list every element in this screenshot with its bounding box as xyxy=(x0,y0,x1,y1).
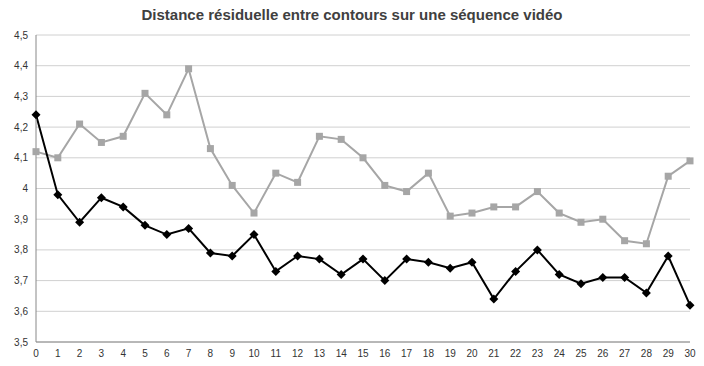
svg-text:6: 6 xyxy=(164,348,170,359)
svg-text:3: 3 xyxy=(99,348,105,359)
svg-text:7: 7 xyxy=(186,348,192,359)
svg-text:22: 22 xyxy=(510,348,522,359)
svg-text:19: 19 xyxy=(445,348,457,359)
svg-text:3,6: 3,6 xyxy=(14,306,28,317)
svg-text:3,8: 3,8 xyxy=(14,244,28,255)
svg-text:20: 20 xyxy=(466,348,478,359)
svg-text:17: 17 xyxy=(401,348,413,359)
svg-text:9: 9 xyxy=(229,348,235,359)
svg-text:3,9: 3,9 xyxy=(14,214,28,225)
svg-text:4: 4 xyxy=(120,348,126,359)
svg-text:3,7: 3,7 xyxy=(14,275,28,286)
svg-text:5: 5 xyxy=(142,348,148,359)
svg-text:4,2: 4,2 xyxy=(14,122,28,133)
svg-text:16: 16 xyxy=(379,348,391,359)
svg-text:4,3: 4,3 xyxy=(14,91,28,102)
svg-text:24: 24 xyxy=(554,348,566,359)
svg-text:10: 10 xyxy=(248,348,260,359)
svg-text:13: 13 xyxy=(314,348,326,359)
svg-text:15: 15 xyxy=(357,348,369,359)
svg-text:23: 23 xyxy=(532,348,544,359)
svg-text:18: 18 xyxy=(423,348,435,359)
svg-text:21: 21 xyxy=(488,348,500,359)
html-text:Distance résiduelle entre cont: Distance résiduelle entre contours sur u… xyxy=(141,6,563,23)
svg-text:4,5: 4,5 xyxy=(14,30,28,41)
svg-text:25: 25 xyxy=(575,348,587,359)
svg-text:11: 11 xyxy=(271,348,282,359)
svg-text:30: 30 xyxy=(684,348,696,359)
svg-text:29: 29 xyxy=(663,348,675,359)
svg-text:12: 12 xyxy=(292,348,304,359)
svg-text:4,4: 4,4 xyxy=(14,60,28,71)
svg-text:26: 26 xyxy=(597,348,609,359)
svg-text:27: 27 xyxy=(619,348,631,359)
svg-text:3,5: 3,5 xyxy=(14,337,28,348)
svg-text:28: 28 xyxy=(641,348,653,359)
svg-text:4,1: 4,1 xyxy=(14,152,28,163)
svg-text:1: 1 xyxy=(55,348,61,359)
svg-text:4: 4 xyxy=(22,183,28,194)
svg-text:0: 0 xyxy=(33,348,39,359)
svg-text:2: 2 xyxy=(77,348,83,359)
svg-text:14: 14 xyxy=(336,348,348,359)
svg-text:8: 8 xyxy=(208,348,214,359)
